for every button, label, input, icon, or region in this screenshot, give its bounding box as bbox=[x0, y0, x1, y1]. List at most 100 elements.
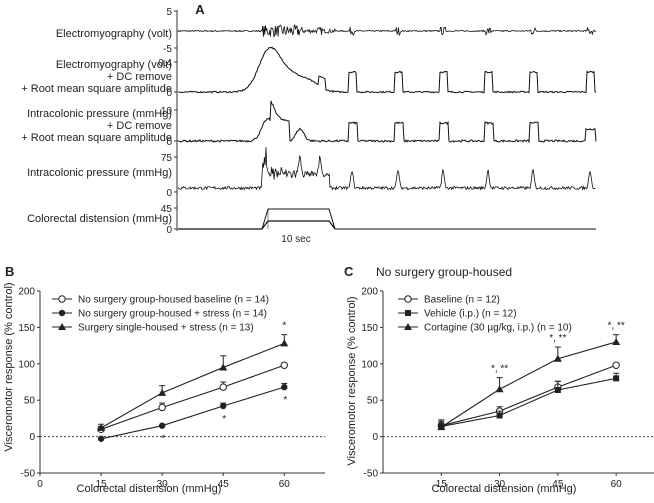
y-tick-label: 200 bbox=[18, 287, 35, 298]
x-tick-label: 45 bbox=[552, 479, 564, 490]
icp-raw-trace bbox=[177, 147, 596, 191]
trace-1-axis-max: 5 bbox=[166, 7, 172, 18]
panel-b-label: B bbox=[5, 264, 14, 279]
x-tick-label: 15 bbox=[96, 479, 108, 490]
data-point bbox=[613, 375, 620, 382]
series-line bbox=[100, 364, 285, 430]
trace-5-label: Colorectal distension (mmHg) bbox=[27, 213, 172, 225]
panel-a: A Electromyography (volt) Electromyograp… bbox=[21, 2, 597, 245]
data-point bbox=[97, 435, 105, 442]
series-line bbox=[100, 386, 285, 440]
trace-3-label-line2: + DC remove bbox=[107, 120, 172, 132]
icp-rms-trace bbox=[177, 100, 597, 144]
scale-bar-label: 10 sec bbox=[281, 234, 310, 245]
data-point bbox=[158, 422, 166, 429]
trace-1-axis-min: -5 bbox=[163, 44, 172, 55]
data-point bbox=[612, 337, 621, 345]
x-tick-label: 30 bbox=[494, 479, 506, 490]
data-point bbox=[158, 403, 166, 412]
panel-a-label: A bbox=[195, 2, 205, 17]
y-tick-label: 200 bbox=[361, 287, 378, 298]
x-tick-label: 30 bbox=[157, 479, 169, 490]
significance-label: * bbox=[222, 414, 226, 425]
significance-label: *, ** bbox=[549, 333, 566, 344]
panel-c-xlabel: Colorectal distension (mmHg) bbox=[432, 483, 577, 495]
legend-label: Surgery single-housed + stress (n = 13) bbox=[78, 323, 254, 334]
panel-c-ylabel: Visceromotor response (% control) bbox=[346, 296, 358, 465]
legend-label: Cortagine (30 µg/kg, i.p.) (n = 10) bbox=[424, 323, 572, 334]
legend-marker bbox=[58, 309, 66, 317]
panel-b-ylabel: Visceromotor response (% control) bbox=[3, 282, 15, 451]
data-point bbox=[554, 387, 561, 394]
panel-c: C No surgery group-housed -50 0 50 100 150 20… bbox=[344, 264, 654, 495]
series-line bbox=[100, 342, 285, 429]
y-tick-label: -50 bbox=[364, 469, 379, 480]
y-tick-label: 50 bbox=[367, 396, 379, 407]
x-tick-label: 0 bbox=[37, 479, 43, 490]
series-line bbox=[441, 377, 617, 427]
data-point bbox=[281, 383, 288, 391]
legend-label: No surgery group-housed baseline (n = 14… bbox=[78, 295, 269, 306]
trace-1-label: Electromyography (volt) bbox=[56, 28, 172, 40]
data-point bbox=[553, 354, 562, 362]
data-point bbox=[280, 361, 288, 369]
data-point bbox=[219, 383, 227, 391]
trace-2-label-line2: + DC remove bbox=[107, 71, 172, 83]
x-tick-label: 15 bbox=[436, 479, 448, 490]
significance-label: * bbox=[161, 434, 165, 445]
legend-marker bbox=[58, 323, 66, 330]
trace-2-axis-min: 0 bbox=[166, 88, 172, 99]
trace-3-label-line1: Intracolonic pressure (mmHg) bbox=[27, 108, 172, 120]
x-tick-label: 60 bbox=[611, 479, 623, 490]
data-point bbox=[437, 423, 446, 431]
legend-label: Baseline (n = 12) bbox=[424, 295, 500, 306]
legend-marker bbox=[404, 295, 412, 303]
y-tick-label: -50 bbox=[21, 469, 36, 480]
panel-a-axis-ticks bbox=[174, 10, 177, 230]
emg-raw-trace bbox=[177, 24, 597, 38]
series-line bbox=[440, 341, 617, 428]
trace-2-label-line3: + Root mean square amplitude bbox=[21, 83, 172, 95]
data-point bbox=[496, 412, 503, 419]
trace-3-axis-max: 10 bbox=[161, 106, 173, 117]
trace-4-label: Intracolonic pressure (mmHg) bbox=[27, 167, 172, 179]
significance-label: * bbox=[282, 321, 286, 332]
trace-4-axis-min: 0 bbox=[166, 188, 172, 199]
emg-rms-trace bbox=[177, 46, 597, 94]
trace-4-axis-max: 75 bbox=[161, 153, 173, 164]
distension-trace-upper bbox=[178, 208, 596, 230]
legend-marker bbox=[58, 295, 66, 303]
y-tick-label: 100 bbox=[18, 359, 35, 370]
data-point bbox=[97, 423, 106, 431]
data-point bbox=[219, 363, 228, 371]
trace-2-axis-max: 0.4 bbox=[158, 58, 172, 69]
y-tick-label: 0 bbox=[372, 432, 378, 443]
data-point bbox=[612, 361, 620, 369]
trace-3-axis-min: 0 bbox=[166, 137, 172, 148]
significance-label: * bbox=[283, 395, 287, 406]
data-point bbox=[495, 385, 504, 393]
trace-5-axis-max: 45 bbox=[161, 204, 173, 215]
significance-label: *, ** bbox=[491, 364, 508, 375]
data-point bbox=[158, 388, 167, 396]
y-tick-label: 100 bbox=[361, 359, 378, 370]
x-tick-label: 45 bbox=[218, 479, 230, 490]
legend-label: Vehicle (i.p.) (n = 12) bbox=[424, 309, 517, 320]
legend-label: No surgery group-housed + stress (n = 14… bbox=[78, 309, 267, 320]
trace-5-axis-min: 0 bbox=[166, 225, 172, 236]
y-tick-label: 0 bbox=[29, 432, 35, 443]
data-point bbox=[280, 339, 289, 347]
legend-marker bbox=[405, 310, 411, 316]
panel-c-title: No surgery group-housed bbox=[376, 265, 512, 279]
y-tick-label: 50 bbox=[24, 396, 36, 407]
panel-c-label: C bbox=[344, 264, 354, 279]
trace-2-label-line1: Electromyography (volt) bbox=[56, 59, 172, 71]
y-tick-label: 150 bbox=[18, 323, 35, 334]
legend-marker bbox=[404, 323, 412, 330]
series-line bbox=[441, 364, 617, 427]
panel-b-xlabel: Colorectal distension (mmHg) bbox=[77, 483, 222, 495]
distension-trace-lower bbox=[178, 220, 336, 230]
y-tick-label: 150 bbox=[361, 323, 378, 334]
